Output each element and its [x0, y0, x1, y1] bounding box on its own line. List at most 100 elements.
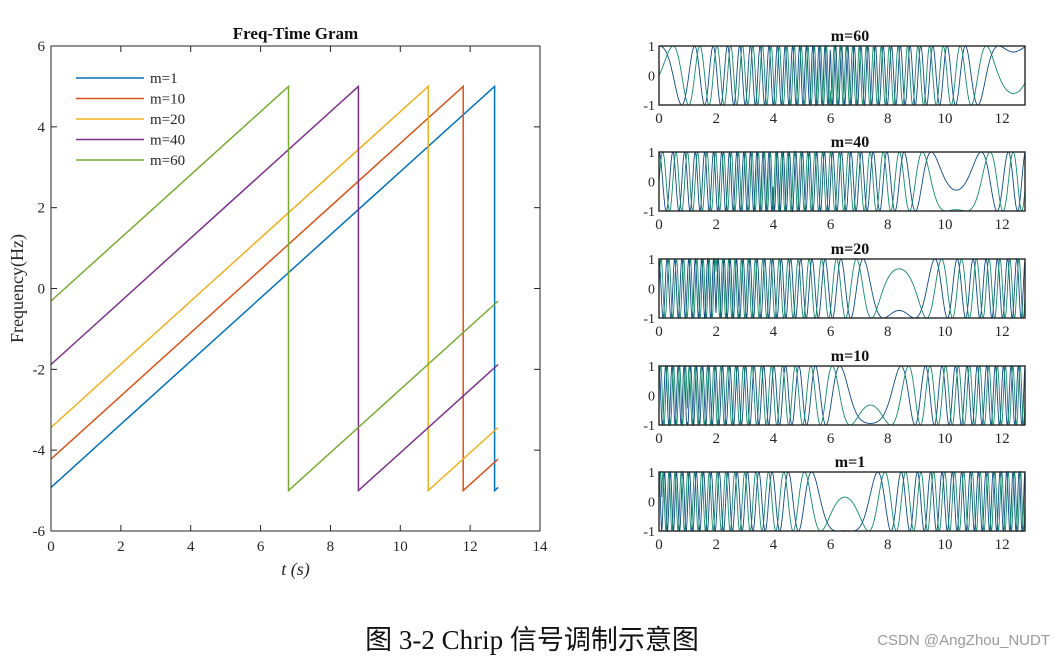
watermark: CSDN @AngZhou_NUDT [877, 632, 1050, 649]
x-tick-label: 10 [937, 324, 952, 340]
x-tick-label: 2 [712, 537, 720, 553]
waveform-q-line [658, 470, 1026, 533]
y-tick-label: -4 [33, 443, 46, 459]
panel-title: m=40 [831, 134, 869, 151]
panel-title: m=1 [835, 454, 865, 471]
x-tick-label: 2 [712, 111, 720, 127]
y-tick-label: 1 [648, 253, 655, 268]
x-tick-label: 4 [770, 111, 778, 127]
y-tick-label: -1 [643, 99, 655, 114]
y-tick-label: 1 [648, 466, 655, 481]
y-tick-label: 0 [648, 70, 655, 85]
y-tick-label: -1 [643, 419, 655, 434]
x-tick-label: 0 [47, 539, 55, 555]
x-tick-label: 12 [995, 217, 1010, 233]
x-tick-label: 8 [327, 539, 335, 555]
x-tick-label: 12 [995, 431, 1010, 447]
x-tick-label: 8 [884, 217, 892, 233]
legend-label: m=60 [150, 153, 185, 169]
x-tick-label: 6 [827, 324, 835, 340]
x-tick-label: 10 [937, 111, 952, 127]
waveform-q-line [658, 150, 1026, 213]
x-tick-label: 2 [712, 324, 720, 340]
x-tick-label: 12 [995, 111, 1010, 127]
panel-title: m=60 [831, 28, 869, 45]
x-tick-label: 6 [827, 111, 835, 127]
y-tick-label: -6 [33, 524, 46, 540]
x-tick-label: 4 [770, 431, 778, 447]
chart-title: Freq-Time Gram [233, 24, 358, 43]
y-tick-label: 2 [38, 201, 46, 217]
legend-label: m=1 [150, 71, 178, 87]
y-axis-label: Frequency(Hz) [7, 234, 28, 343]
x-tick-label: 8 [884, 324, 892, 340]
x-tick-label: 8 [884, 537, 892, 553]
series-line-m60 [50, 84, 499, 493]
legend-label: m=10 [150, 92, 185, 108]
y-tick-label: 6 [38, 39, 46, 55]
x-tick-label: 10 [393, 539, 408, 555]
y-tick-label: 0 [38, 282, 46, 298]
y-tick-label: 0 [648, 283, 655, 298]
panel-frame [658, 45, 1026, 106]
x-tick-label: 12 [463, 539, 478, 555]
x-tick-label: 6 [257, 539, 265, 555]
x-tick-label: 10 [937, 217, 952, 233]
series-line-m10 [50, 84, 499, 493]
plot-area [51, 46, 540, 531]
x-tick-label: 6 [827, 431, 835, 447]
y-tick-label: 1 [648, 146, 655, 161]
series-line-m1 [50, 84, 499, 493]
waveform-q-line [658, 257, 1026, 320]
x-tick-label: 14 [533, 539, 549, 555]
panel-frame [658, 258, 1026, 319]
x-tick-label: 8 [884, 111, 892, 127]
x-tick-label: 6 [827, 537, 835, 553]
waveform-q-line [658, 44, 1026, 107]
legend-label: m=20 [150, 112, 185, 128]
x-tick-label: 0 [655, 537, 663, 553]
plot-frame [50, 45, 541, 532]
x-tick-label: 2 [712, 217, 720, 233]
x-tick-label: 0 [655, 111, 663, 127]
x-tick-label: 2 [712, 431, 720, 447]
y-tick-label: -2 [33, 362, 46, 378]
x-tick-label: 10 [937, 537, 952, 553]
x-tick-label: 4 [770, 537, 778, 553]
waveform-i-line [658, 150, 1026, 213]
y-tick-label: -1 [643, 205, 655, 220]
series-line-m40 [50, 84, 499, 493]
x-tick-label: 8 [884, 431, 892, 447]
y-tick-label: -1 [643, 525, 655, 540]
x-axis-label: t (s) [281, 559, 310, 580]
x-tick-label: 12 [995, 537, 1010, 553]
y-tick-label: 4 [38, 120, 46, 136]
figure-canvas: 0 2 4 6 8 10 12 146420-2-4-6m=1m=10m=20m=40m=60… [7, 24, 1026, 580]
series-line-m20 [50, 84, 499, 493]
panel-frame [658, 365, 1026, 426]
x-tick-label: 10 [937, 431, 952, 447]
x-tick-label: 4 [770, 324, 778, 340]
freq-time-chart: 0 2 4 6 8 10 12 14 6 4 2 0 -2 -4 -6 m=1 m=10 m=20 m=40 m=60… [7, 24, 548, 580]
x-tick-label: 6 [827, 217, 835, 233]
x-tick-label: 0 [655, 431, 663, 447]
panel-title: m=10 [831, 348, 869, 365]
figure-caption: 图 3-2 Chrip 信号调制示意图 [365, 625, 699, 655]
x-tick-label: 4 [770, 217, 778, 233]
waveform-i-line [658, 257, 1026, 320]
legend-label: m=40 [150, 133, 185, 149]
y-tick-label: 1 [648, 360, 655, 375]
y-tick-label: 0 [648, 390, 655, 405]
x-tick-label: 12 [995, 324, 1010, 340]
x-tick-label: 2 [117, 539, 125, 555]
y-tick-label: 0 [648, 176, 655, 191]
panel-title: m=20 [831, 241, 869, 258]
waveform-i-line [659, 44, 1026, 107]
waveform-i-line [658, 364, 1026, 427]
